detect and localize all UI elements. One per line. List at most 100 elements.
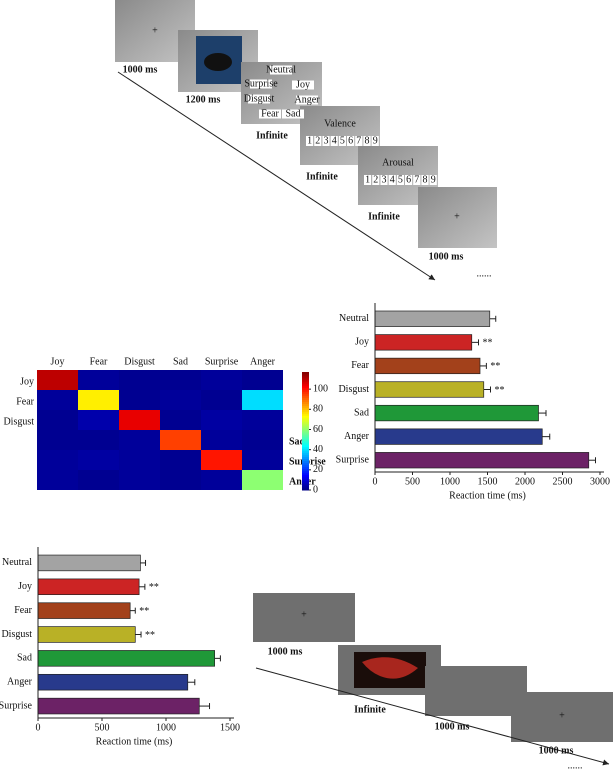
scale-number: 8 — [423, 174, 428, 185]
scale-number: 1 — [365, 174, 370, 185]
heatmap-cell — [201, 450, 242, 470]
bar — [37, 626, 136, 643]
colorbar-segment — [302, 421, 309, 424]
time-arrow — [117, 71, 436, 281]
category-label: Neutral — [339, 313, 369, 324]
slide — [511, 692, 613, 742]
bar — [37, 650, 215, 667]
bar — [374, 428, 543, 445]
bar — [374, 334, 473, 351]
significance-label: ** — [149, 582, 159, 593]
scale-box — [372, 175, 380, 185]
column-label: Joy — [51, 356, 65, 367]
scale-box — [364, 175, 372, 185]
scale-box — [330, 136, 338, 146]
colorbar-segment — [302, 466, 309, 469]
stimulus-image — [362, 657, 418, 679]
heatmap-cell — [119, 470, 160, 490]
heatmap-cell — [78, 450, 119, 470]
duration-label: 1000 ms — [429, 251, 464, 262]
colorbar-segment — [302, 464, 309, 467]
colorbar-segment — [302, 397, 309, 401]
colorbar-segment — [302, 454, 309, 458]
colorbar-segment — [302, 468, 309, 471]
heatmap-cell — [242, 450, 283, 470]
colorbar-segment — [302, 375, 309, 379]
slide — [418, 187, 497, 248]
heatmap-cell — [119, 450, 160, 470]
scale-number: 5 — [340, 135, 345, 146]
heatmap-cell — [37, 450, 78, 470]
bar — [374, 404, 539, 422]
colorbar-segment — [302, 377, 309, 381]
column-label: Disgust — [124, 356, 155, 367]
colorbar-segment — [302, 432, 309, 436]
heatmap-cell — [78, 410, 119, 430]
continuation: ...... — [477, 268, 492, 279]
colorbar-tick-label: 20 — [313, 464, 323, 475]
heatmap-cell — [37, 430, 78, 450]
scale-box — [314, 136, 322, 146]
heatmap-cell — [119, 370, 160, 390]
scale-box — [363, 136, 371, 146]
bar — [37, 697, 200, 715]
colorbar-segment — [302, 478, 309, 481]
colorbar-segment — [302, 403, 309, 406]
scale-box — [355, 136, 363, 146]
scale-number: 6 — [406, 174, 411, 185]
scale-box — [338, 136, 346, 146]
option-box — [292, 80, 314, 90]
scale-box — [413, 175, 421, 185]
slide — [425, 666, 527, 716]
bar — [374, 381, 485, 398]
colorbar-segment — [302, 442, 309, 446]
column-label: Anger — [250, 356, 276, 367]
colorbar-segment — [302, 429, 309, 432]
x-tick-label: 500 — [405, 476, 420, 487]
heatmap-cell — [242, 370, 283, 390]
colorbar-segment — [302, 387, 309, 391]
significance-label: ** — [495, 385, 505, 396]
row-label: Disgust — [3, 416, 34, 427]
colorbar-segment — [302, 486, 309, 489]
colorbar-segment — [302, 462, 309, 465]
colorbar-segment — [302, 381, 309, 385]
scale-box — [322, 136, 330, 146]
colorbar-segment — [302, 482, 309, 485]
bar — [374, 310, 491, 327]
scale-number: 3 — [324, 135, 329, 146]
x-tick-label: 0 — [36, 722, 41, 733]
colorbar-segment — [302, 484, 309, 487]
heatmap-cell — [201, 470, 242, 490]
colorbar-segment — [302, 427, 309, 430]
colorbar-segment — [302, 389, 309, 393]
heatmap-cell — [78, 430, 119, 450]
category-label: Fear — [351, 360, 369, 371]
duration-label: 1000 ms — [268, 646, 303, 657]
duration-label: Infinite — [368, 211, 400, 222]
x-tick-label: 1000 — [440, 476, 460, 487]
category-label: Disgust — [338, 384, 369, 395]
colorbar-segment — [302, 470, 309, 473]
category-label: Sad — [17, 653, 32, 664]
heatmap-cell — [201, 390, 242, 410]
category-label: Sad — [354, 407, 369, 418]
x-axis-label: Reaction time (ms) — [96, 736, 173, 747]
x-axis-label: Reaction time (ms) — [449, 490, 526, 501]
duration-label: Infinite — [256, 130, 288, 141]
column-label: Fear — [90, 356, 108, 367]
bar — [374, 452, 590, 469]
scale-number: 7 — [356, 135, 361, 146]
colorbar-segment — [302, 434, 309, 438]
scale-box — [396, 175, 404, 185]
emotion-option: Neutral — [266, 64, 296, 75]
continuation: ...... — [568, 760, 583, 771]
colorbar-segment — [302, 383, 309, 387]
colorbar-segment — [302, 417, 309, 420]
colorbar-segment — [302, 391, 309, 395]
colorbar-segment — [302, 407, 309, 410]
scale-box — [347, 136, 355, 146]
colorbar-segment — [302, 440, 309, 444]
heatmap-cell — [37, 470, 78, 490]
colorbar-segment — [302, 456, 309, 460]
